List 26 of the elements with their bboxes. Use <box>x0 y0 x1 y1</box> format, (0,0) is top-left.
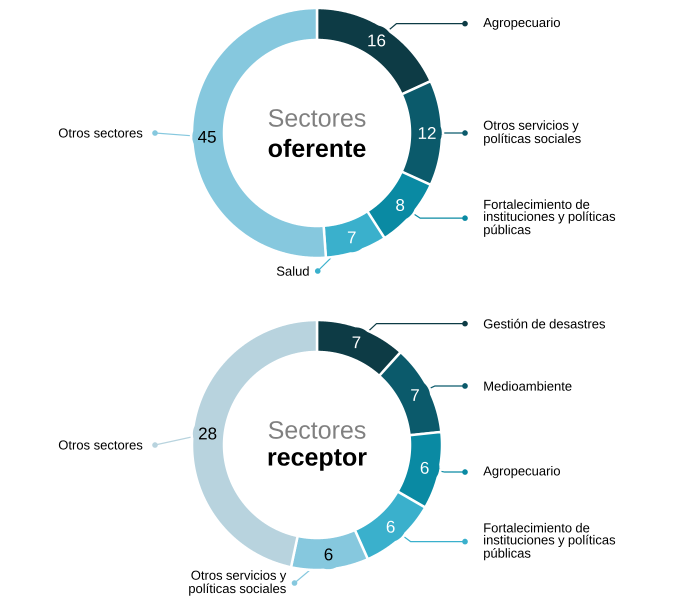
legend-label: Medioambiente <box>484 381 572 391</box>
slice-label: Salud <box>276 266 309 276</box>
text: receptor <box>268 449 367 471</box>
data-label: 6 <box>324 548 332 560</box>
text: Sectores <box>268 109 366 127</box>
data-label: 8 <box>396 199 404 212</box>
slice-label: Otros sectores <box>58 128 142 138</box>
data-label: 12 <box>418 127 436 139</box>
legend-label: Gestión de desastres <box>484 318 606 328</box>
legend-label: Agropecuario <box>483 466 560 478</box>
data-label: 28 <box>199 427 216 440</box>
data-label: 45 <box>198 130 216 143</box>
slice-label: Otros servicios y políticas sociales <box>189 570 286 596</box>
data-label: 7 <box>411 389 419 401</box>
text: Sectores <box>268 421 366 439</box>
text: oferente <box>268 138 366 158</box>
data-label: 7 <box>348 232 356 244</box>
slice-label: Otros sectores <box>58 440 142 450</box>
legend-label: Agropecuario <box>483 18 560 30</box>
data-label: 6 <box>420 462 429 474</box>
legend-label: Otros servicios y políticas sociales <box>484 120 581 146</box>
legend-label: Fortalecimiento de instituciones y políticas públicas <box>484 522 616 560</box>
data-label: 7 <box>352 336 360 348</box>
legend-label: Fortalecimiento de instituciones y políticas públicas <box>484 199 616 237</box>
data-label: 16 <box>368 34 386 46</box>
data-label: 6 <box>386 520 395 533</box>
